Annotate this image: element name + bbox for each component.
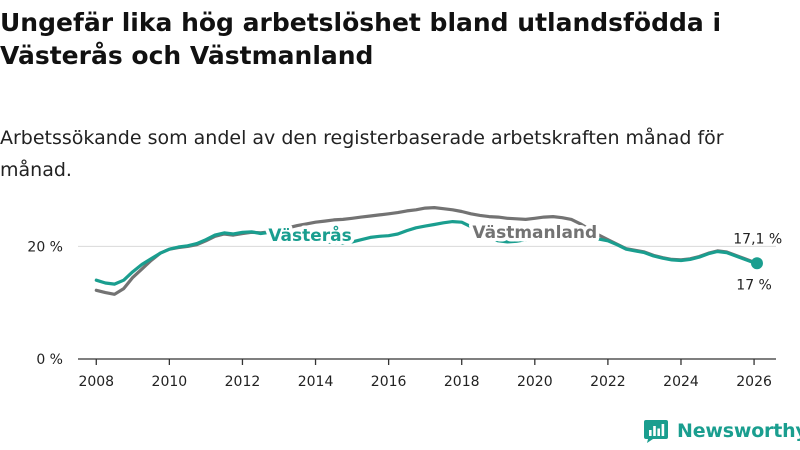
series-line-vastmanland	[94, 206, 759, 296]
x-axis: 2008 2010 2012 2014 2016 2018 2020 2022 2024 2026	[78, 358, 776, 390]
series-label-vasteras-halo: Västerås	[268, 224, 351, 246]
x-tick-label: 2018	[444, 374, 480, 390]
end-label-vasteras: 17 %	[736, 277, 772, 293]
y-tick-label: 0 %	[36, 352, 63, 368]
end-point-marker	[750, 257, 763, 270]
x-tick-label: 2016	[371, 374, 407, 390]
x-tick-label: 2022	[590, 374, 626, 390]
y-axis: 0 % 20 %	[27, 239, 63, 368]
series-label-vasteras: Västerås	[268, 224, 351, 246]
x-tick-label: 2014	[298, 374, 334, 390]
brand-logo: Newsworthy	[643, 418, 800, 444]
y-tick-label: 20 %	[27, 239, 63, 255]
brand-name: Newsworthy	[677, 420, 800, 442]
x-tick-label: 2026	[736, 374, 772, 390]
x-tick-label: 2008	[78, 374, 114, 390]
series-label-vastmanland-halo: Västmanland	[472, 223, 597, 243]
series-line-vasteras	[94, 220, 759, 286]
x-tick-label: 2012	[225, 374, 261, 390]
series-layer	[94, 206, 763, 296]
end-label-vastmanland: 17,1 %	[733, 231, 782, 247]
x-tick-label: 2020	[517, 374, 553, 390]
chart-subtitle: Arbetssökande som andel av den registerb…	[0, 127, 724, 181]
chart-title: Ungefär lika hög arbetslöshet bland utla…	[0, 8, 722, 70]
series-label-vastmanland: Västmanland	[472, 223, 597, 243]
newsworthy-logo-icon	[644, 420, 668, 443]
x-tick-label: 2010	[152, 374, 188, 390]
x-tick-label: 2024	[663, 374, 699, 390]
